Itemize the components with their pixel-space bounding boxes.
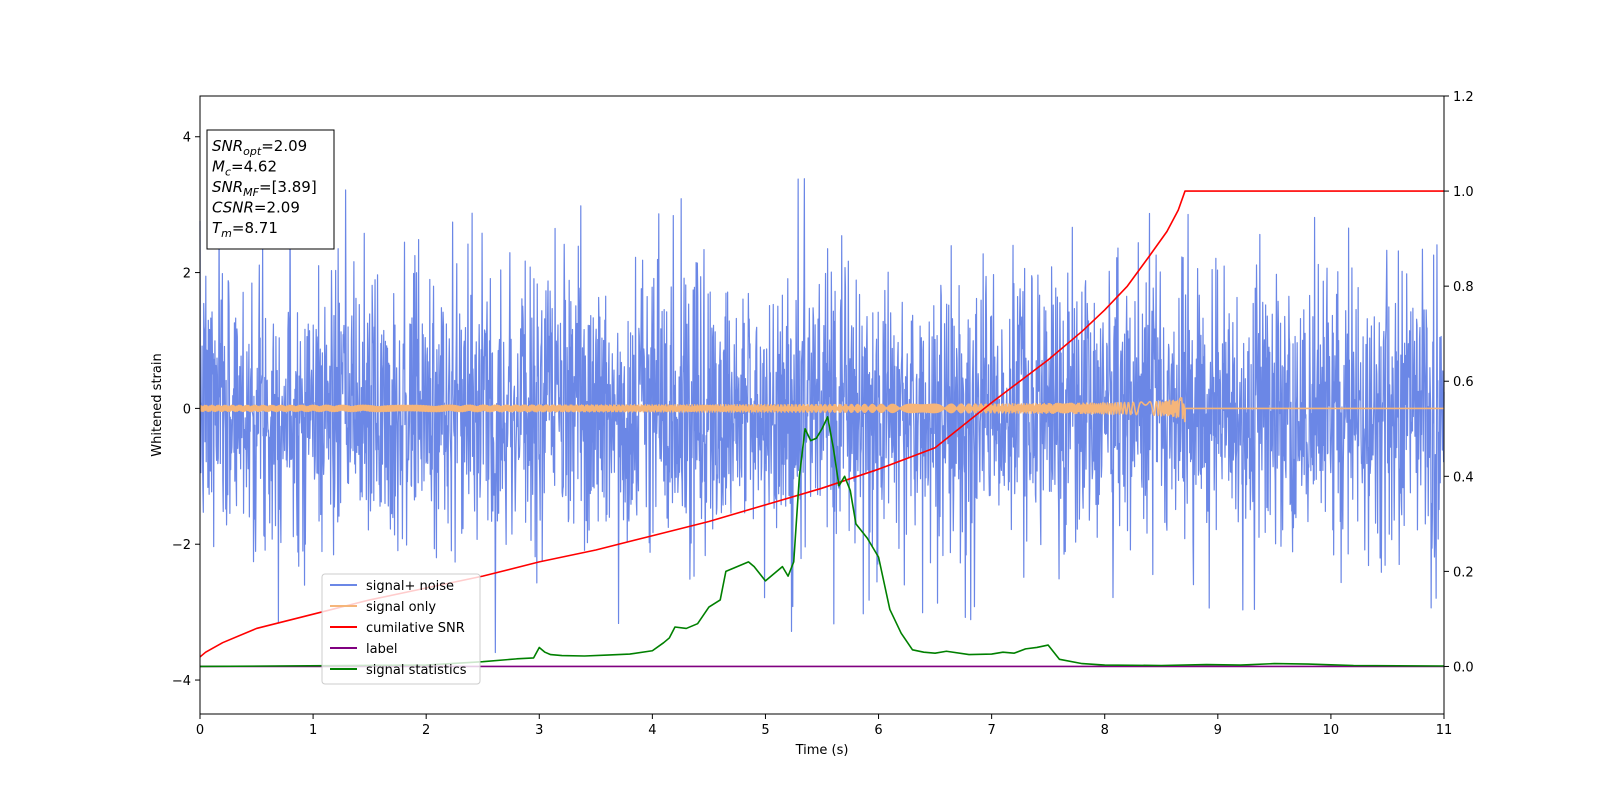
y-right-tick-label: 0.4 — [1453, 470, 1474, 485]
annotation-frame — [206, 129, 335, 250]
x-tick-label: 5 — [761, 723, 769, 738]
y-left-tick-label: −2 — [172, 538, 191, 553]
annotation-line: SNRMF=[3.89] — [212, 178, 317, 199]
y-right-tick-label: 0.6 — [1453, 375, 1474, 390]
legend-signal-noise-label: signal+ noise — [366, 579, 454, 594]
x-tick-label: 7 — [987, 723, 995, 738]
series-signal-noise-line — [199, 178, 1445, 654]
annotation-line: Tm=8.71 — [212, 219, 278, 240]
x-tick-label: 10 — [1323, 723, 1340, 738]
legend-signal-only-label: signal only — [366, 600, 436, 615]
annotation-line: CSNR=2.09 — [212, 199, 300, 217]
y-right-tick-label: 1.2 — [1453, 90, 1474, 105]
x-tick-label: 6 — [874, 723, 882, 738]
series-signal-only-line — [199, 397, 1445, 423]
x-tick-label: 11 — [1436, 723, 1453, 738]
annotation-line: Mc=4.62 — [212, 158, 277, 179]
y-right-tick-label: 0.0 — [1453, 660, 1474, 675]
annotation-line: SNRopt=2.09 — [212, 137, 307, 158]
legend-label-label: label — [366, 642, 397, 657]
y-right-tick-label: 0.8 — [1453, 280, 1474, 295]
legend: signal+ noise signal only cumilative SNR la… — [321, 573, 481, 685]
x-tick-label: 1 — [309, 723, 317, 738]
y-left-tick-label: 4 — [183, 131, 191, 146]
y-axis-right: 0.0 0.2 0.4 0.6 0.8 1.0 1.2 — [1444, 90, 1474, 675]
legend-cumulative-snr-label: cumilative SNR — [366, 621, 465, 636]
x-tick-label: 3 — [535, 723, 543, 738]
legend-frame — [321, 573, 481, 685]
y-left-tick-label: −4 — [172, 674, 191, 689]
x-tick-label: 0 — [196, 723, 204, 738]
y-left-tick-label: 0 — [183, 402, 191, 417]
x-tick-label: 4 — [648, 723, 656, 738]
plot-frame — [199, 95, 1445, 715]
y-axis-label: Whitened strain — [150, 353, 165, 456]
y-right-tick-label: 1.0 — [1453, 185, 1474, 200]
x-tick-label: 2 — [422, 723, 430, 738]
x-tick-label: 8 — [1101, 723, 1109, 738]
y-right-tick-label: 0.2 — [1453, 565, 1474, 580]
y-axis-left: −4 −2 0 2 4 — [172, 131, 200, 689]
x-axis-label: Time (s) — [795, 743, 849, 758]
series-signal-statistics-line — [199, 416, 1445, 668]
y-left-tick-label: 2 — [183, 267, 191, 282]
x-tick-label: 9 — [1214, 723, 1222, 738]
x-axis: 0 1 2 3 4 5 6 7 8 9 10 11 — [196, 714, 1452, 738]
legend-signal-statistics-label: signal statistics — [366, 663, 467, 678]
